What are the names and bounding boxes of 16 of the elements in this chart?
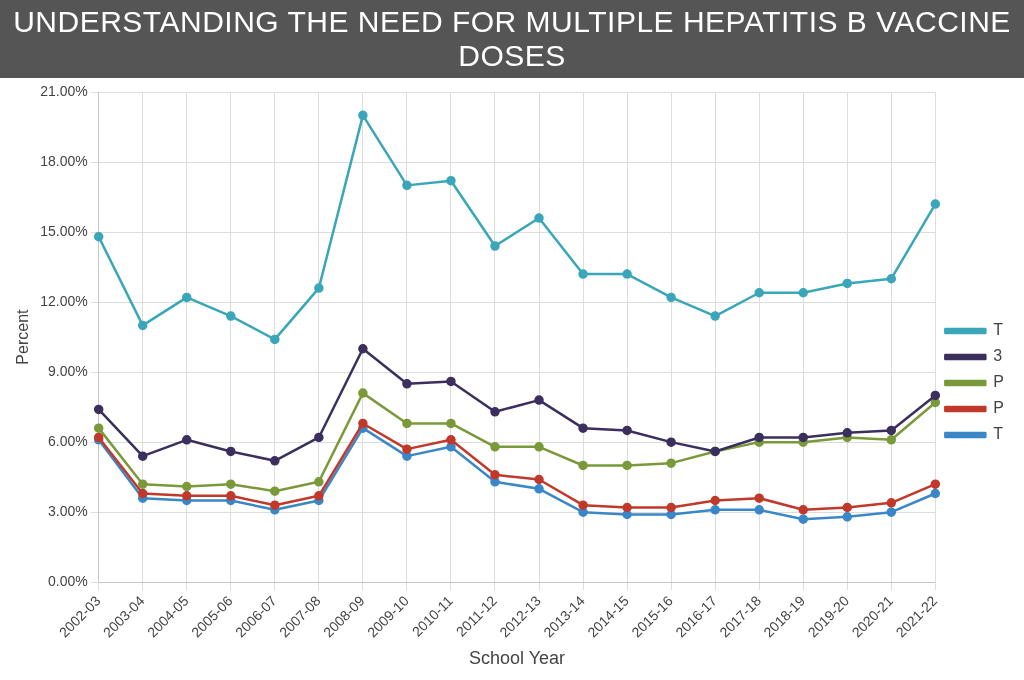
chart-title: UNDERSTANDING THE NEED FOR MULTIPLE HEPATITIS B VACCINE DOSES <box>0 0 1024 78</box>
legend-label: 3 <box>993 347 1003 365</box>
y-tick-label: 6.00% <box>47 433 88 449</box>
y-tick-label: 9.00% <box>47 362 88 379</box>
legend-label: P <box>993 373 1004 391</box>
y-axis-title: Percent <box>14 308 32 365</box>
x-axis-title: School Year <box>468 648 566 669</box>
y-tick-label: 18.00% <box>40 152 88 169</box>
y-tick-label: 3.00% <box>47 503 88 520</box>
legend-label: T <box>993 321 1004 339</box>
legend-label: T <box>993 425 1004 443</box>
legend-label: P <box>993 399 1004 417</box>
y-tick-label: 0.00% <box>47 573 88 590</box>
y-tick-label: 15.00% <box>40 222 88 239</box>
y-tick-label: 12.00% <box>40 292 88 309</box>
y-tick-label: 21.00% <box>40 82 88 99</box>
